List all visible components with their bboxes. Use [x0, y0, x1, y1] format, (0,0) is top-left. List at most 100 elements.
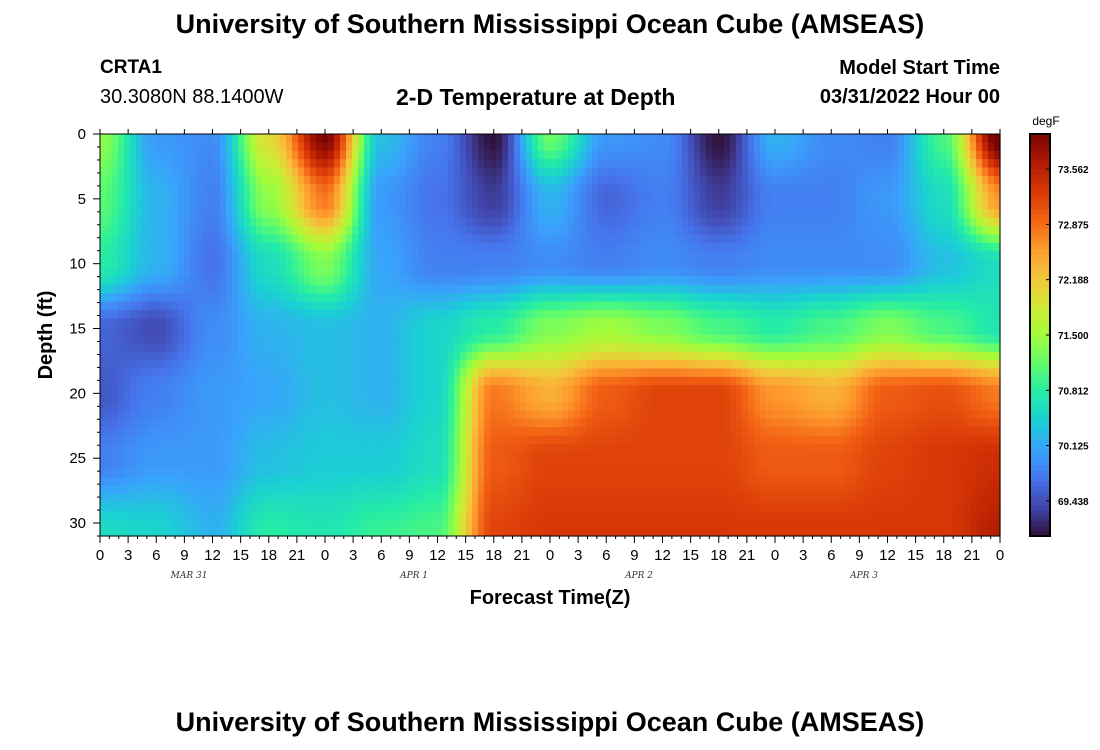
heatmap-cell	[868, 184, 875, 194]
heatmap-cell	[802, 150, 809, 160]
heatmap-cell	[940, 385, 947, 395]
heatmap-cell	[958, 242, 965, 252]
heatmap-cell	[520, 368, 527, 378]
heatmap-cell	[658, 268, 665, 277]
heatmap-cell	[352, 142, 359, 152]
heatmap-cell	[784, 301, 791, 311]
heatmap-cell	[964, 393, 971, 403]
heatmap-cell	[532, 376, 539, 386]
heatmap-cell	[418, 343, 425, 353]
heatmap-cell	[856, 343, 863, 353]
heatmap-cell	[526, 234, 533, 244]
heatmap-cell	[634, 251, 641, 261]
heatmap-cell	[154, 184, 161, 194]
heatmap-cell	[496, 368, 503, 378]
heatmap-cell	[316, 192, 323, 202]
heatmap-cell	[448, 393, 455, 403]
heatmap-cell	[748, 393, 755, 403]
heatmap-cell	[994, 309, 1001, 319]
heatmap-cell	[652, 242, 659, 252]
heatmap-cell	[724, 167, 731, 177]
heatmap-cell	[454, 393, 461, 403]
heatmap-cell	[676, 343, 683, 353]
heatmap-cell	[412, 385, 419, 395]
heatmap-cell	[946, 209, 953, 219]
heatmap-cell	[184, 376, 191, 386]
heatmap-cell	[202, 234, 209, 244]
heatmap-cell	[460, 360, 467, 370]
heatmap-cell	[814, 217, 821, 227]
heatmap-cell	[550, 326, 557, 336]
heatmap-cell	[532, 284, 539, 294]
heatmap-cell	[100, 234, 107, 244]
heatmap-cell	[676, 184, 683, 194]
heatmap-cell	[436, 284, 443, 294]
heatmap-cell	[328, 293, 335, 303]
heatmap-cell	[568, 242, 575, 252]
heatmap-cell	[106, 259, 113, 269]
heatmap-cell	[592, 209, 599, 219]
heatmap-cell	[910, 217, 917, 227]
heatmap-cell	[562, 284, 569, 294]
heatmap-cell	[820, 209, 827, 219]
heatmap-cell	[790, 326, 797, 336]
heatmap-cell	[178, 209, 185, 219]
heatmap-cell	[130, 360, 137, 370]
heatmap-cell	[976, 335, 983, 344]
heatmap-cell	[952, 259, 959, 269]
heatmap-cell	[496, 159, 503, 169]
heatmap-cell	[502, 251, 509, 261]
heatmap-cell	[850, 343, 857, 353]
heatmap-cell	[790, 402, 797, 411]
heatmap-cell	[286, 318, 293, 328]
heatmap-cell	[958, 284, 965, 294]
heatmap-cell	[574, 159, 581, 169]
heatmap-cell	[100, 318, 107, 328]
heatmap-cell	[322, 393, 329, 403]
heatmap-cell	[868, 318, 875, 328]
heatmap-cell	[262, 318, 269, 328]
heatmap-cell	[808, 268, 815, 277]
heatmap-cell	[298, 150, 305, 160]
heatmap-cell	[946, 259, 953, 269]
heatmap-cell	[646, 251, 653, 261]
heatmap-cell	[406, 376, 413, 386]
heatmap-cell	[568, 402, 575, 411]
heatmap-cell	[160, 259, 167, 269]
heatmap-cell	[244, 251, 251, 261]
heatmap-cell	[106, 351, 113, 361]
heatmap-cell	[292, 393, 299, 403]
heatmap-cell	[292, 150, 299, 160]
heatmap-cell	[256, 134, 263, 143]
heatmap-cell	[358, 167, 365, 177]
heatmap-cell	[394, 318, 401, 328]
heatmap-cell	[442, 251, 449, 261]
heatmap-cell	[436, 142, 443, 152]
heatmap-cell	[814, 351, 821, 361]
heatmap-cell	[610, 259, 617, 269]
heatmap-cell	[628, 259, 635, 269]
heatmap-cell	[532, 217, 539, 227]
heatmap-cell	[130, 251, 137, 261]
heatmap-cell	[628, 376, 635, 386]
heatmap-cell	[448, 268, 455, 277]
heatmap-cell	[190, 142, 197, 152]
heatmap-cell	[634, 167, 641, 177]
heatmap-cell	[916, 284, 923, 294]
heatmap-cell	[874, 167, 881, 177]
heatmap-cell	[796, 309, 803, 319]
heatmap-cell	[970, 368, 977, 378]
heatmap-cell	[190, 242, 197, 252]
heatmap-cell	[322, 217, 329, 227]
heatmap-cell	[550, 343, 557, 353]
heatmap-cell	[838, 351, 845, 361]
heatmap-cell	[502, 393, 509, 403]
heatmap-cell	[634, 385, 641, 395]
heatmap-cell	[892, 326, 899, 336]
heatmap-cell	[892, 385, 899, 395]
heatmap-cell	[178, 184, 185, 194]
heatmap-cell	[496, 268, 503, 277]
heatmap-cell	[214, 301, 221, 311]
heatmap-cell	[244, 134, 251, 143]
heatmap-cell	[856, 159, 863, 169]
